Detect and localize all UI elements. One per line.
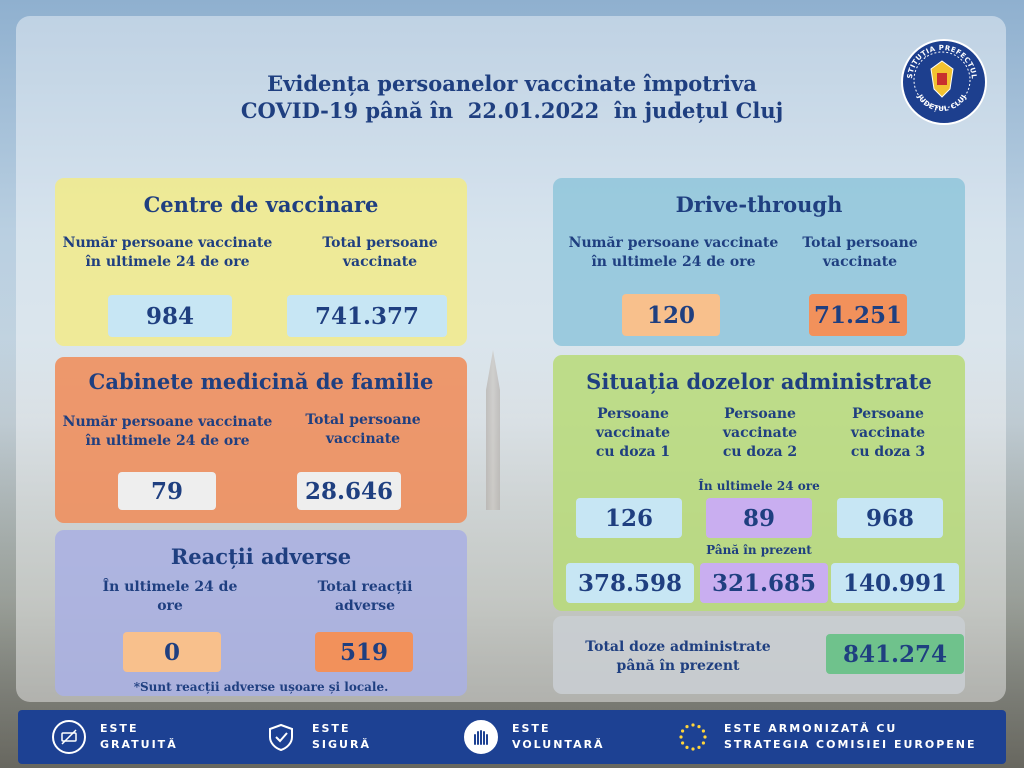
footer-eu-line1: ESTE ARMONIZATĂ CU (724, 722, 898, 735)
drive-value-total: 71.251 (809, 294, 907, 336)
no-money-icon (52, 720, 86, 754)
doses-d2-total: 321.685 (700, 563, 828, 603)
footer-item-free: ESTE GRATUITĂ (52, 710, 178, 764)
adverse-label-24h: În ultimele 24 de ore (102, 579, 238, 614)
footer-voluntary-line2: VOLUNTARĂ (512, 738, 605, 751)
total-label: Total doze administrate până în prezent (585, 639, 771, 674)
prefecture-seal-icon: INSTITUȚIA PREFECTULUI JUDEȚUL CLUJ (901, 39, 987, 125)
doses-d3-24h: 968 (837, 498, 943, 538)
footer-item-eu: ESTE ARMONIZATĂ CU STRATEGIA COMISIEI EU… (676, 710, 977, 764)
cabinet-value-24h: 79 (118, 472, 216, 510)
drive-label-total: Total persoane vaccinate (802, 235, 918, 270)
cabinet-label-total: Total persoane vaccinate (305, 412, 421, 447)
centre-value-total: 741.377 (287, 295, 447, 337)
drive-title: Drive-through (675, 192, 843, 217)
doses-label-present: Până în prezent (706, 543, 812, 557)
centre-panel: Centre de vaccinare Număr persoane vacci… (55, 178, 467, 346)
adverse-value-total: 519 (315, 632, 413, 672)
doses-d2-24h: 89 (706, 498, 812, 538)
title-line-2: COVID-19 până în 22.01.2022 în județul C… (240, 98, 784, 123)
doses-panel: Situația dozelor administrate Persoane v… (553, 355, 965, 611)
adverse-panel: Reacții adverse În ultimele 24 de ore To… (55, 530, 467, 696)
shield-check-icon (264, 720, 298, 754)
footer-voluntary-line1: ESTE (512, 722, 551, 735)
doses-title: Situația dozelor administrate (586, 369, 932, 394)
prefecture-seal-graphic: INSTITUȚIA PREFECTULUI JUDEȚUL CLUJ (901, 39, 978, 114)
centre-label-total: Total persoane vaccinate (322, 235, 438, 270)
cathedral-spire (486, 350, 500, 510)
eu-stars-icon (676, 720, 710, 754)
centre-title: Centre de vaccinare (143, 192, 379, 217)
doses-d3-total: 140.991 (831, 563, 959, 603)
raised-hands-icon (464, 720, 498, 754)
adverse-value-24h: 0 (123, 632, 221, 672)
drive-label-24h: Număr persoane vaccinate în ultimele 24 … (568, 235, 779, 270)
footer-item-voluntary: ESTE VOLUNTARĂ (464, 710, 605, 764)
page-title: Evidența persoanelor vaccinate împotriva… (0, 70, 1024, 124)
centre-label-24h: Număr persoane vaccinate în ultimele 24 … (62, 235, 273, 270)
cabinet-title: Cabinete medicină de familie (88, 369, 434, 394)
adverse-note: *Sunt reacții adverse ușoare și locale. (133, 680, 389, 694)
cabinet-value-total: 28.646 (297, 472, 401, 510)
doses-col3-label: Persoane vaccinate cu doza 3 (850, 406, 926, 460)
drive-value-24h: 120 (622, 294, 720, 336)
title-line-1: Evidența persoanelor vaccinate împotriva (267, 71, 757, 96)
footer-safe-line2: SIGURĂ (312, 738, 371, 751)
doses-col1-label: Persoane vaccinate cu doza 1 (595, 406, 671, 460)
adverse-label-total: Total reacții adverse (317, 579, 413, 614)
doses-label-24h: În ultimele 24 ore (698, 479, 820, 493)
doses-d1-total: 378.598 (566, 563, 694, 603)
footer-free-line1: ESTE (100, 722, 139, 735)
cabinet-label-24h: Număr persoane vaccinate în ultimele 24 … (62, 414, 273, 449)
adverse-title: Reacții adverse (170, 544, 352, 569)
footer-safe-line1: ESTE (312, 722, 351, 735)
footer-free-line2: GRATUITĂ (100, 738, 178, 751)
drive-panel: Drive-through Număr persoane vaccinate î… (553, 178, 965, 346)
cabinet-panel: Cabinete medicină de familie Număr perso… (55, 357, 467, 523)
centre-value-24h: 984 (108, 295, 232, 337)
total-panel: Total doze administrate până în prezent … (553, 616, 965, 694)
footer-banner: ESTE GRATUITĂ ESTE SIGURĂ ESTE VOLUNTARĂ (18, 710, 1006, 764)
doses-col2-label: Persoane vaccinate cu doza 2 (722, 406, 798, 460)
footer-eu-line2: STRATEGIA COMISIEI EUROPENE (724, 738, 977, 751)
doses-d1-24h: 126 (576, 498, 682, 538)
total-value: 841.274 (826, 634, 964, 674)
footer-item-safe: ESTE SIGURĂ (264, 710, 371, 764)
